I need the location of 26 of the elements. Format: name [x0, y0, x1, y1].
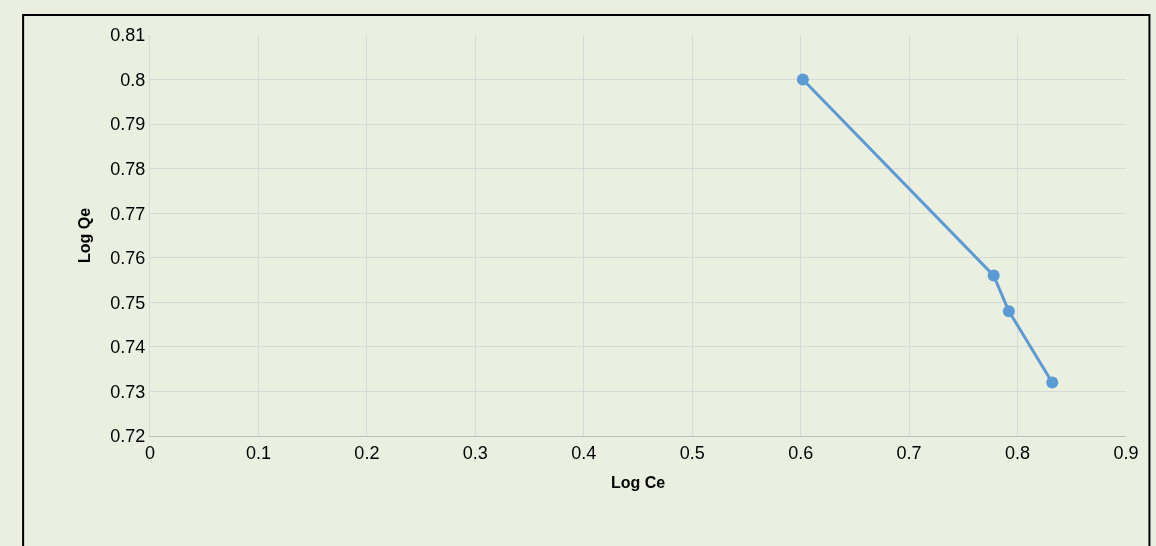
y-tick-label: 0.78	[110, 158, 146, 179]
x-tick-label: 0.3	[462, 442, 488, 463]
point	[796, 73, 809, 86]
x-axis-title: Log Ce	[610, 474, 666, 492]
x-tick-label: 0.5	[679, 442, 705, 463]
y-tick-label: 0.77	[110, 203, 146, 224]
point	[1046, 376, 1059, 389]
y-tick-label: 0.81	[110, 25, 146, 46]
y-axis-title: Log Qe	[76, 207, 94, 264]
y-tick-label: 0.75	[110, 292, 146, 313]
x-tick-label: 0.7	[896, 442, 922, 463]
y-tick-label: 0.8	[120, 69, 146, 90]
y-tick-label: 0.72	[110, 426, 146, 447]
x-tick-label: 0.6	[788, 442, 814, 463]
x-tick-label: 0.4	[571, 442, 597, 463]
y-tick-label: 0.76	[110, 248, 146, 269]
x-tick-label: 0	[144, 442, 156, 463]
y-tick-label: 0.73	[110, 381, 146, 402]
x-tick-label: 0.2	[354, 442, 380, 463]
point	[987, 269, 1000, 282]
point	[1002, 305, 1015, 318]
y-tick-label: 0.74	[110, 337, 146, 358]
x-tick-label: 0.1	[245, 442, 271, 463]
x-tick-label: 0.9	[1113, 442, 1139, 463]
x-tick-label: 0.8	[1005, 442, 1031, 463]
y-tick-label: 0.79	[110, 114, 146, 135]
